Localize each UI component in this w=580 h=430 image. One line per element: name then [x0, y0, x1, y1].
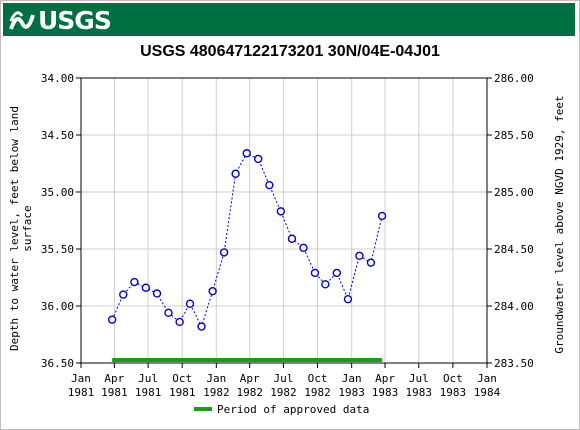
x-tick-label-month: Apr [104, 372, 124, 385]
x-tick-label-month: Jul [274, 372, 294, 385]
data-point [254, 154, 263, 164]
x-tick-label-year: 1983 [406, 386, 433, 399]
legend-label: Period of approved data [217, 403, 369, 416]
series-line [111, 152, 383, 328]
data-point [185, 299, 195, 308]
x-tick-label-year: 1983 [338, 386, 365, 399]
legend: Period of approved data [194, 403, 369, 416]
data-point [175, 317, 184, 327]
y-right-tick-label: 286.00 [494, 72, 534, 85]
y-right-tick-label: 284.50 [494, 243, 534, 256]
y-left-tick-label: 34.50 [41, 129, 74, 142]
data-point [299, 243, 308, 253]
data-point [343, 294, 353, 304]
x-tick-label-year: 1981 [169, 386, 196, 399]
grid-lines [80, 77, 488, 364]
data-point [130, 277, 139, 287]
x-tick-label-month: Jan [71, 372, 91, 385]
data-point [219, 248, 229, 257]
data-point [152, 289, 162, 298]
data-point [208, 286, 217, 296]
x-tick-label-month: Apr [240, 372, 260, 385]
data-point [231, 169, 240, 178]
usgs-logo-text: USGS [38, 5, 112, 35]
x-tick-label-year: 1983 [372, 386, 399, 399]
data-point [141, 283, 151, 292]
y-left-tick-label: 35.50 [41, 243, 74, 256]
x-tick-label-month: Jul [138, 372, 158, 385]
data-point [287, 234, 297, 243]
x-tick-label-month: Oct [308, 372, 328, 385]
y-left-tick-label: 34.00 [41, 72, 74, 85]
data-point [355, 251, 364, 261]
plot-area-border [80, 77, 488, 364]
x-axis-ticks: Jan1981Apr1981Jul1981Oct1981Jan1982Apr19… [68, 363, 501, 399]
x-tick-label-month: Oct [443, 372, 463, 385]
y-left-tick-label: 36.00 [41, 300, 74, 313]
x-tick-label-year: 1981 [135, 386, 162, 399]
x-tick-label-year: 1982 [304, 386, 331, 399]
right-axis-ticks: 286.00 285.50 285.00 284.50 284.00 283.50 [487, 72, 534, 370]
y-left-axis-label: Depth to water level, feet below land [8, 106, 21, 351]
y-left-tick-label: 36.50 [41, 357, 74, 370]
data-point [265, 180, 274, 190]
y-left-tick-label: 35.00 [41, 186, 74, 199]
usgs-banner: USGS [3, 3, 575, 36]
data-point [332, 268, 342, 278]
data-point [197, 322, 206, 331]
data-series [107, 149, 387, 331]
x-tick-label-month: Jan [206, 372, 226, 385]
x-tick-label-year: 1982 [236, 386, 263, 399]
x-tick-label-month: Oct [172, 372, 192, 385]
chart-title: USGS 480647122173201 30N/04E-04J01 [140, 43, 440, 60]
axis-labels: Depth to water level, feet below land sur… [8, 95, 566, 353]
data-point [119, 290, 128, 299]
x-tick-label-year: 1983 [440, 386, 467, 399]
data-point [366, 258, 376, 267]
y-right-tick-label: 284.00 [494, 300, 534, 313]
x-tick-label-month: Jul [409, 372, 429, 385]
x-tick-label-year: 1981 [101, 386, 128, 399]
y-right-tick-label: 285.50 [494, 129, 534, 142]
x-tick-label-year: 1984 [474, 386, 501, 399]
usgs-logo[interactable]: USGS [9, 5, 112, 35]
usgs-wave-icon [9, 11, 35, 30]
data-point [321, 280, 330, 289]
data-point [164, 308, 173, 318]
y-right-tick-label: 283.50 [494, 357, 534, 370]
data-point [276, 207, 286, 216]
x-tick-label-month: Jan [477, 372, 497, 385]
y-right-axis-label: Groundwater level above NGVD 1929, feet [553, 95, 566, 353]
data-point [107, 315, 117, 324]
data-point [242, 149, 251, 158]
x-tick-label-year: 1982 [270, 386, 297, 399]
x-tick-label-year: 1982 [203, 386, 230, 399]
data-point [310, 268, 320, 278]
x-tick-label-year: 1981 [68, 386, 95, 399]
y-left-axis-label: surface [21, 205, 34, 251]
x-tick-label-month: Jan [342, 372, 362, 385]
left-axis-ticks: 34.00 34.50 35.00 35.50 36.00 36.50 [41, 72, 81, 370]
y-right-tick-label: 285.00 [494, 186, 534, 199]
data-point [377, 211, 387, 221]
x-tick-label-month: Apr [375, 372, 395, 385]
